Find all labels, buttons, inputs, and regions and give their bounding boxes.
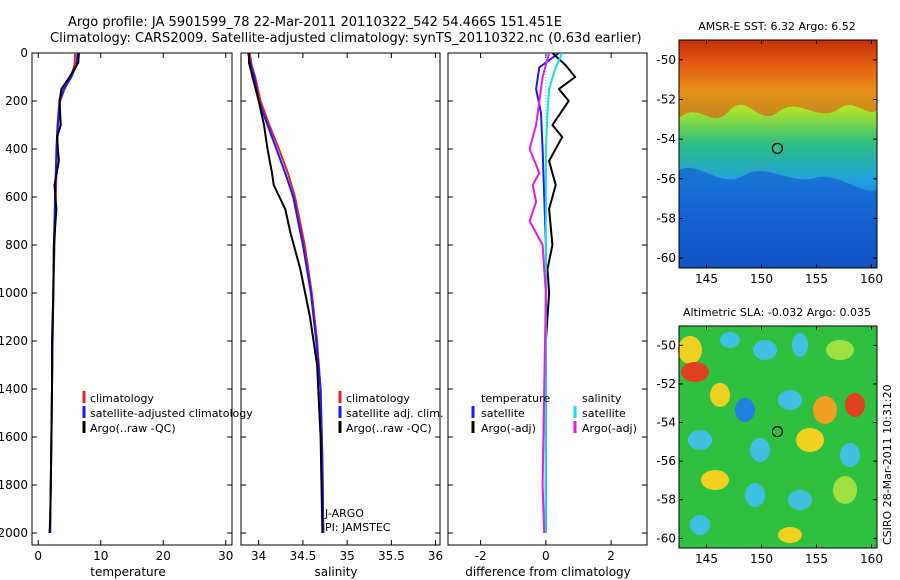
legend-label-climatology: climatology: [90, 392, 154, 405]
y-tick-label: 0: [20, 46, 28, 60]
y-tick-label: 600: [5, 190, 28, 204]
x-tick-label: 34: [251, 549, 266, 563]
series-line-climatology: [248, 52, 325, 534]
x-tick-label: 145: [695, 272, 718, 286]
y-tick-label: -60: [656, 531, 676, 545]
agency-annotation: J-ARGO: [324, 507, 364, 520]
series-line-satellite-adj-clim-: [247, 52, 325, 534]
y-tick-label: -56: [656, 454, 676, 468]
x-tick-label: 34.5: [290, 549, 317, 563]
series-line-argo-raw-qc-: [48, 52, 80, 534]
figure-title-line1: Argo profile: JA 5901599_78 22-Mar-2011 …: [68, 15, 562, 30]
y-tick-label: 200: [5, 94, 28, 108]
y-tick-label: -54: [656, 132, 676, 146]
x-tick-label: 145: [695, 552, 718, 566]
x-tick-label: 0: [34, 549, 42, 563]
y-tick-label: 1800: [0, 478, 28, 492]
y-tick-label: 2000: [0, 526, 28, 540]
sst-cold-water: [679, 167, 877, 268]
legend-label-sal-argo: Argo(-adj): [582, 422, 637, 435]
sst-map-title: AMSR-E SST: 6.32 Argo: 6.52: [698, 20, 856, 33]
x-tick-label: 150: [750, 552, 773, 566]
sla-map-frame: [678, 325, 878, 549]
sla-map-title: Altimetric SLA: -0.032 Argo: 0.035: [683, 306, 871, 319]
y-tick-label: -54: [656, 416, 676, 430]
legend-label-argo: Argo(..raw -QC): [90, 422, 176, 435]
sst-map-panel: AMSR-E SST: 6.32 Argo: 6.52 145 150 155 160…: [656, 20, 883, 286]
figure-title-line2: Climatology: CARS2009. Satellite-adjuste…: [50, 31, 642, 46]
y-tick-label: 1200: [0, 334, 28, 348]
legend-label-temp-argo: Argo(-adj): [481, 422, 536, 435]
x-tick-label: 2: [607, 549, 615, 563]
y-tick-label: -52: [656, 92, 676, 106]
temperature-xlabel: temperature: [90, 565, 165, 579]
sst-map-frame: [678, 39, 878, 269]
y-tick-label: 1600: [0, 430, 28, 444]
legend-label-temp-satellite: satellite: [481, 407, 525, 420]
side-stamp: CSIRO 28-Mar-2011 10:31:20: [881, 384, 894, 545]
salinity-legend: climatology satellite adj. clim. Argo(..…: [338, 391, 443, 435]
x-tick-label: 36: [428, 549, 443, 563]
difference-legend: temperature salinity satellite Argo(-adj…: [471, 392, 637, 435]
x-tick-label: 160: [860, 552, 883, 566]
temperature-legend: climatology satellite-adjusted climatolo…: [82, 391, 253, 435]
sst-warm-front: [679, 40, 877, 119]
y-tick-label: -56: [656, 172, 676, 186]
difference-xlabel: difference from climatology: [465, 565, 631, 579]
y-tick-label: -60: [656, 251, 676, 265]
salinity-xlabel: salinity: [314, 565, 357, 579]
temperature-panel: 0 200 400 600 800 1000 1200 1400 1600 1800 2000 0 1…: [0, 46, 253, 579]
y-tick-label: -52: [656, 377, 676, 391]
salinity-panel: 34 34.5 35 35.5 36 salinity climatology sate…: [240, 52, 443, 579]
x-tick-label: 35.5: [378, 549, 405, 563]
x-tick-label: 30: [218, 549, 233, 563]
legend-header-temperature: temperature: [481, 392, 550, 405]
y-tick-label: 800: [5, 238, 28, 252]
series-line-salinity-argo-adj-: [528, 52, 551, 534]
y-tick-label: 1000: [0, 286, 28, 300]
x-tick-label: 10: [93, 549, 108, 563]
x-tick-label: 155: [805, 552, 828, 566]
difference-axes-frame: [447, 52, 648, 546]
x-tick-label: 155: [805, 272, 828, 286]
x-tick-label: 20: [156, 549, 171, 563]
series-line-temperature-argo-adj-: [544, 52, 577, 533]
y-tick-label: 1400: [0, 382, 28, 396]
sla-map-panel: Altimetric SLA: -0.032 Argo: 0.035: [656, 306, 883, 566]
x-tick-label: 35: [339, 549, 354, 563]
y-tick-label: -50: [656, 53, 676, 67]
sla-float-location-marker: [771, 426, 784, 438]
sst-float-location-marker: [771, 142, 784, 154]
y-tick-label: -50: [656, 338, 676, 352]
x-tick-label: 150: [750, 272, 773, 286]
sla-anomaly-blobs: [678, 332, 865, 543]
y-tick-label: 400: [5, 142, 28, 156]
y-tick-label: -58: [656, 211, 676, 225]
x-tick-label: 0: [542, 549, 550, 563]
x-tick-label: 160: [860, 272, 883, 286]
legend-header-salinity: salinity: [582, 392, 622, 405]
difference-panel: -2 0 2 difference from climatology tempera…: [447, 52, 648, 579]
legend-label-satellite: satellite-adjusted climatology: [90, 407, 253, 420]
pi-annotation: PI: JAMSTEC: [325, 521, 391, 534]
legend-label-sal-satellite: satellite: [582, 407, 626, 420]
legend-label-argo: Argo(..raw -QC): [346, 422, 432, 435]
temperature-axes-frame: [31, 52, 233, 546]
legend-label-climatology: climatology: [346, 392, 410, 405]
x-tick-label: -2: [475, 549, 487, 563]
series-line-argo-raw-qc-: [248, 53, 324, 534]
legend-label-satellite: satellite adj. clim.: [346, 407, 443, 420]
salinity-axes-frame: [240, 52, 441, 546]
y-tick-label: -58: [656, 493, 676, 507]
